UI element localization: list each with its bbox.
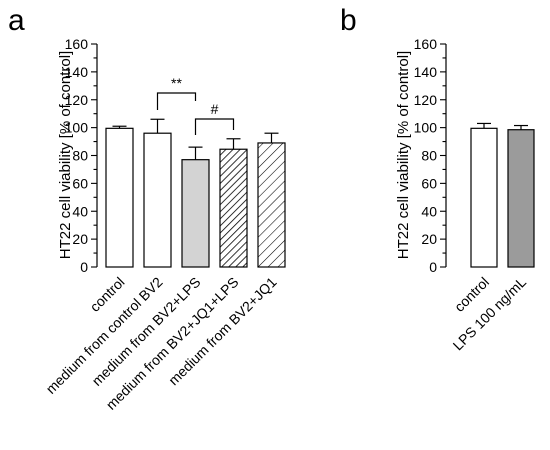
y-tick-label: 40	[72, 203, 88, 219]
y-axis-label: HT22 cell viability [% of control]	[395, 51, 412, 259]
y-tick-label: 60	[421, 175, 437, 191]
y-tick-label: 0	[80, 259, 88, 275]
y-tick-label: 140	[65, 64, 89, 80]
y-tick-label: 140	[414, 64, 438, 80]
bar	[470, 127, 498, 268]
significance-bracket	[156, 92, 197, 110]
bar	[143, 132, 172, 268]
y-tick-label: 80	[421, 148, 437, 164]
y-tick-label: 160	[414, 36, 438, 52]
significance-label: #	[211, 101, 219, 117]
y-tick-label: 20	[421, 231, 437, 247]
bar	[181, 159, 210, 268]
panel-letter-b: b	[340, 4, 357, 37]
y-tick-label: 160	[65, 36, 89, 52]
bar	[507, 129, 535, 268]
bar	[219, 148, 248, 268]
y-tick-label: 120	[414, 92, 438, 108]
y-tick-label: 40	[421, 203, 437, 219]
y-tick-label: 0	[429, 259, 437, 275]
y-tick-label: 100	[65, 120, 89, 136]
panel-letter-a: a	[8, 4, 25, 37]
y-tick-label: 20	[72, 231, 88, 247]
y-tick-label: 60	[72, 175, 88, 191]
significance-label: **	[171, 75, 182, 91]
y-axis-label: HT22 cell viability [% of control]	[57, 51, 74, 259]
y-tick-label: 120	[65, 92, 89, 108]
significance-bracket	[194, 118, 235, 135]
y-tick-label: 80	[72, 148, 88, 164]
bar	[257, 142, 286, 268]
y-tick-label: 100	[414, 120, 438, 136]
bar	[105, 127, 134, 268]
